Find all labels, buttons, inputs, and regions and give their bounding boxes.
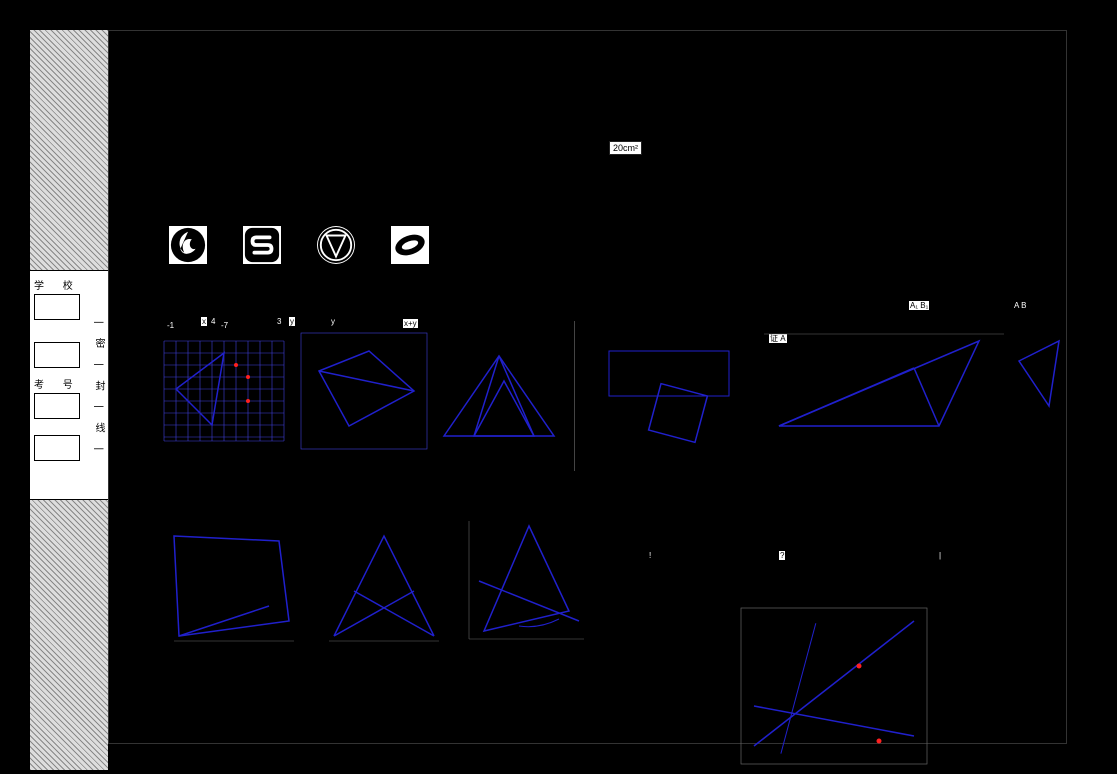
school-label: 学 校	[34, 277, 104, 292]
seal-sidebar: 学 校 考 号 | 密 | 封 | 线 |	[30, 270, 108, 500]
class-input[interactable]	[34, 342, 80, 368]
exam-page: 20cm² -1 x 4 -7 3 y y x+y	[108, 30, 1067, 744]
fig-grid	[154, 331, 294, 451]
hatch-top	[30, 30, 108, 270]
fig-tri-arc	[459, 511, 589, 651]
marker-3: |	[939, 551, 941, 560]
marker-2: ?	[779, 551, 785, 560]
fig1-label-l4: -7	[221, 321, 228, 330]
marker-1: !	[649, 551, 651, 560]
fig-big-tri	[759, 326, 1009, 446]
logo-v-circle	[317, 226, 355, 264]
number-input[interactable]	[34, 393, 80, 419]
seal-chars: | 密 | 封 | 线 |	[91, 321, 106, 456]
fig1-label-l8: x+y	[403, 319, 418, 328]
extra-input[interactable]	[34, 435, 80, 461]
fig-quad1	[299, 331, 429, 451]
fig-quad2	[159, 521, 299, 651]
logo-s	[243, 226, 281, 264]
fig-double-tri	[434, 336, 564, 451]
fig-rect-square	[599, 341, 739, 456]
fig-star-tri	[319, 521, 449, 651]
fig1-label-l1: -1	[167, 321, 174, 330]
label-a1b1: A₁ B₁	[909, 301, 929, 310]
fig1-label-l6: y	[289, 317, 295, 326]
logo-oval	[391, 226, 429, 264]
fig1-label-l2: x	[201, 317, 207, 326]
fig1-label-l5: 3	[277, 317, 281, 326]
fig1-label-l7: y	[331, 317, 335, 326]
unit-label: 20cm²	[609, 141, 642, 155]
logo-row	[169, 226, 429, 264]
fig-cross-lines	[739, 606, 929, 766]
logo-phoenix	[169, 226, 207, 264]
label-ab: A B	[1014, 301, 1026, 310]
fig1-label-l3: 4	[211, 317, 215, 326]
fig-small-tri	[1009, 331, 1069, 421]
unit-box: 20cm²	[609, 141, 642, 155]
school-input[interactable]	[34, 294, 80, 320]
hatch-bottom	[30, 500, 108, 770]
divider-1	[574, 321, 575, 471]
